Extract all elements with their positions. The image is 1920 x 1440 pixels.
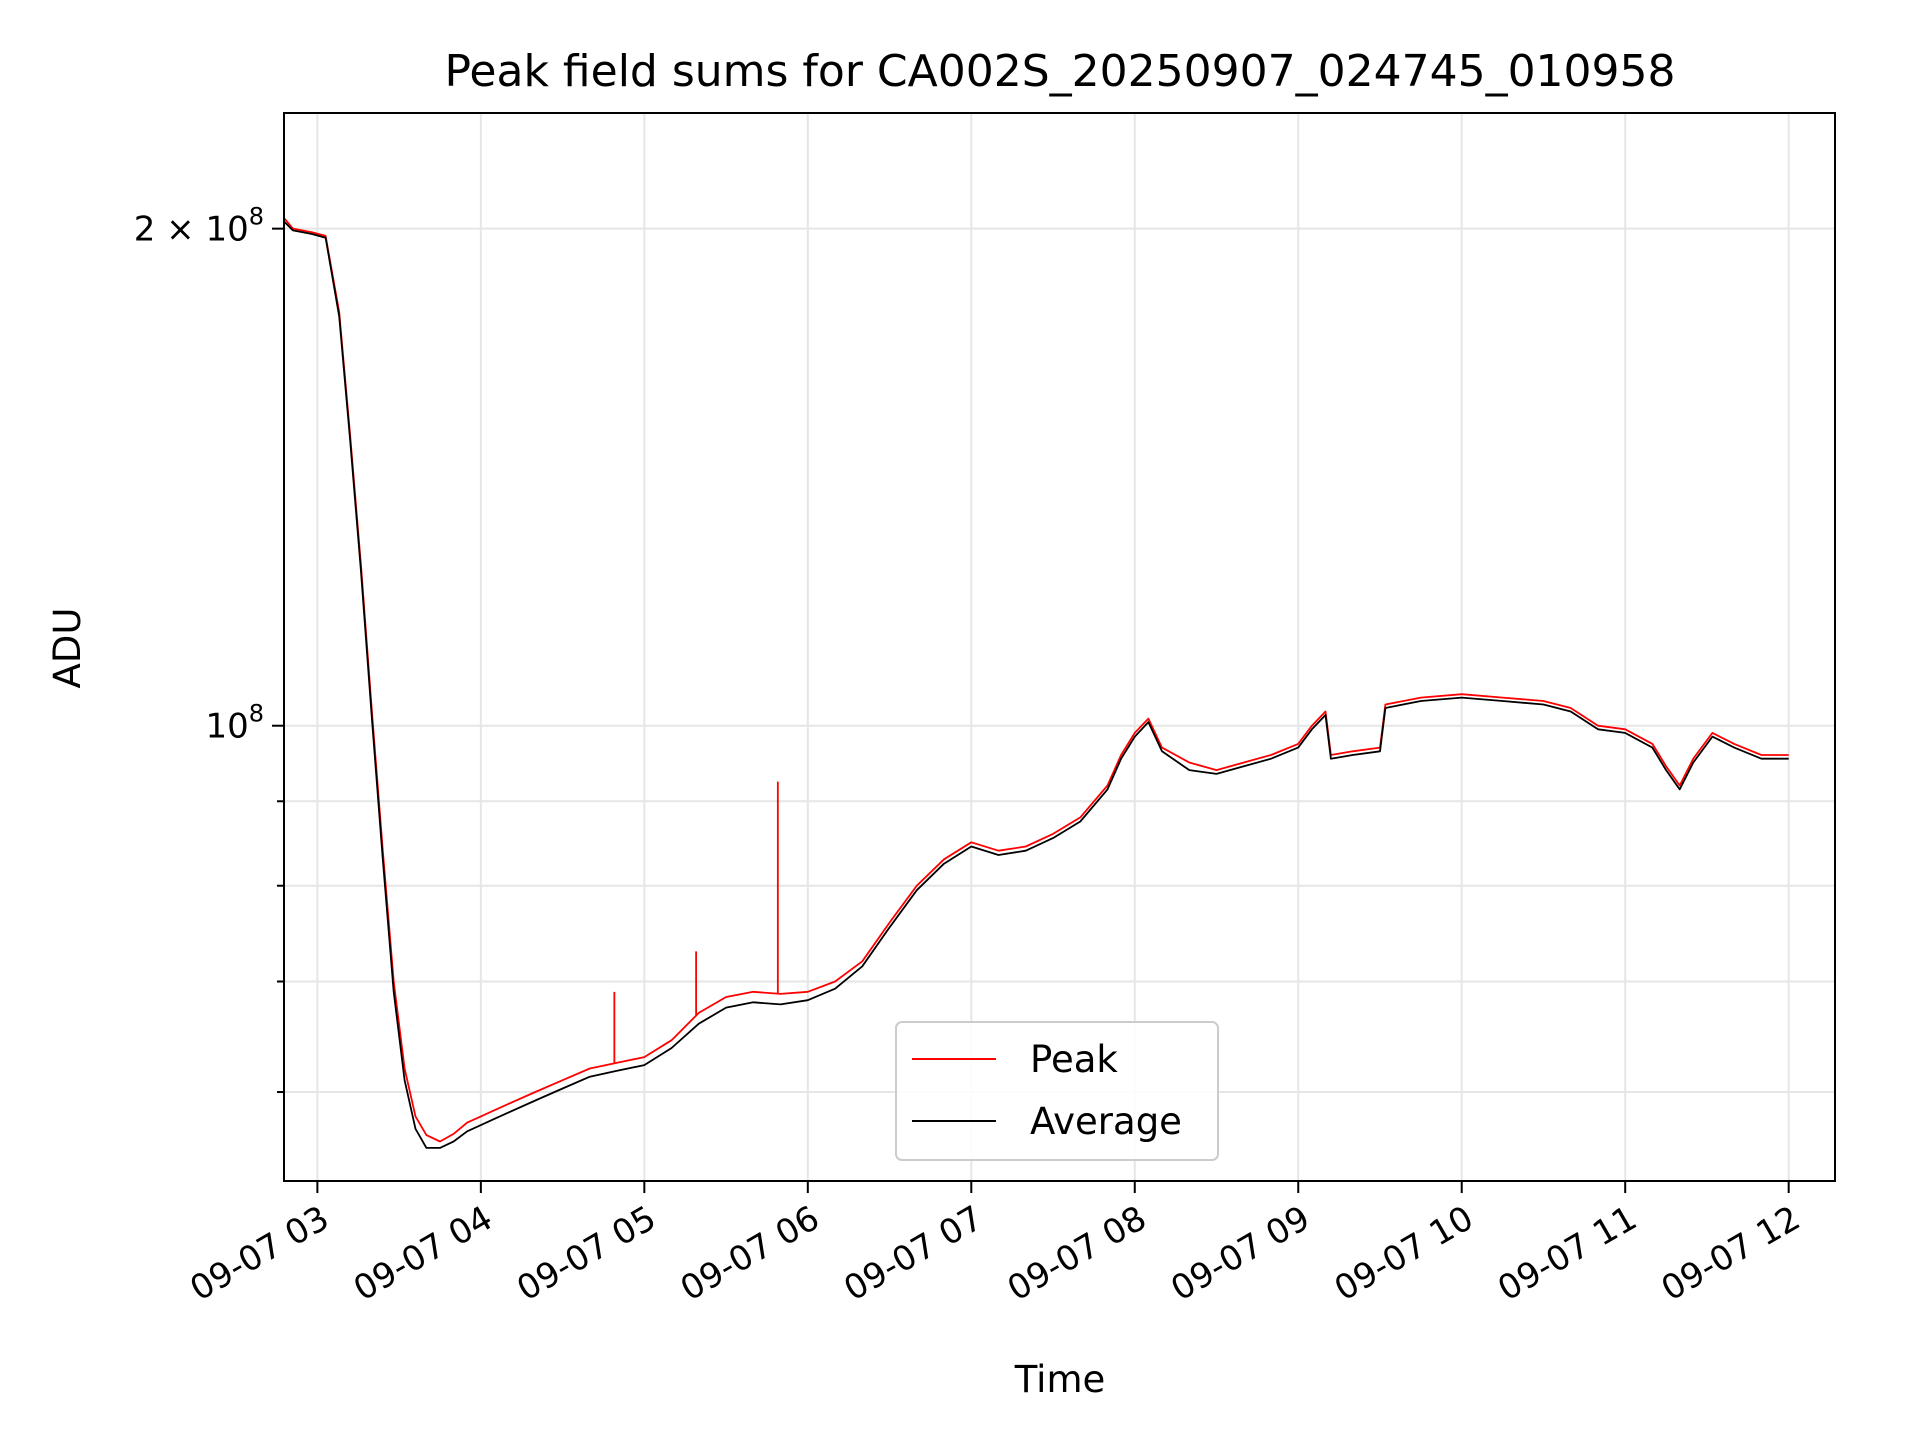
legend-label-average: Average: [1030, 1100, 1182, 1143]
plot-area: [284, 217, 1789, 1149]
y-axis-label: ADU: [46, 608, 89, 689]
series-line-average: [284, 220, 1789, 1149]
legend-label-peak: Peak: [1030, 1038, 1118, 1081]
x-axis-label: Time: [1014, 1358, 1106, 1401]
plot-frame: [283, 112, 1836, 1182]
legend-box: [895, 1021, 1219, 1161]
y-tick-label: 2 × 108: [134, 203, 264, 250]
y-axis: 108 2 × 108: [134, 203, 284, 1094]
legend: Peak Average: [895, 1021, 1219, 1161]
grid: [284, 113, 1835, 1181]
chart-title: Peak field sums for CA002S_20250907_0247…: [444, 46, 1675, 97]
series-line-peak: [284, 217, 1789, 1143]
y-tick-label: 108: [205, 700, 264, 747]
